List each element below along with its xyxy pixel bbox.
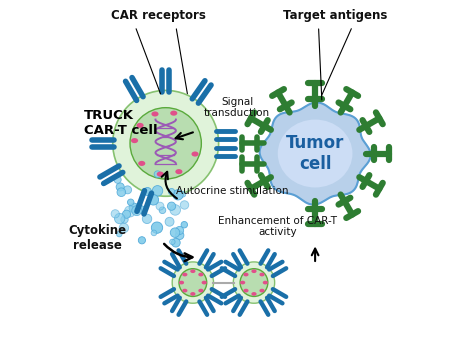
Ellipse shape [198, 289, 203, 293]
Ellipse shape [191, 151, 199, 157]
Circle shape [124, 206, 136, 217]
Circle shape [170, 205, 181, 215]
Ellipse shape [233, 262, 274, 303]
Circle shape [173, 190, 183, 200]
Circle shape [122, 210, 131, 218]
Text: CAR receptors: CAR receptors [111, 10, 206, 23]
Circle shape [152, 186, 163, 196]
Circle shape [142, 214, 152, 224]
Text: Target antigens: Target antigens [283, 10, 388, 23]
Ellipse shape [263, 281, 268, 284]
Circle shape [165, 217, 174, 226]
Ellipse shape [179, 281, 184, 284]
Ellipse shape [278, 120, 353, 188]
Ellipse shape [179, 269, 207, 296]
Ellipse shape [138, 161, 146, 166]
Circle shape [159, 207, 166, 213]
Ellipse shape [240, 269, 268, 296]
Text: TRUCK
CAR-T cell: TRUCK CAR-T cell [84, 109, 158, 137]
Circle shape [170, 228, 180, 237]
Circle shape [175, 231, 184, 240]
Circle shape [138, 237, 146, 244]
Circle shape [151, 230, 157, 236]
Text: Cytokine
release: Cytokine release [69, 224, 127, 252]
Circle shape [116, 183, 124, 191]
Circle shape [132, 206, 142, 216]
Ellipse shape [190, 292, 195, 296]
Circle shape [144, 188, 152, 195]
Text: Enhancement of CAR-T
activity: Enhancement of CAR-T activity [218, 216, 337, 237]
Circle shape [168, 189, 175, 195]
Ellipse shape [198, 273, 203, 277]
Circle shape [124, 186, 132, 194]
Circle shape [117, 231, 122, 237]
Circle shape [170, 239, 175, 244]
Polygon shape [260, 102, 371, 205]
Ellipse shape [131, 138, 138, 143]
Ellipse shape [190, 269, 195, 273]
Ellipse shape [240, 281, 245, 284]
Circle shape [128, 199, 134, 206]
Circle shape [172, 238, 180, 247]
Circle shape [148, 195, 159, 205]
Ellipse shape [137, 123, 144, 128]
Circle shape [167, 202, 176, 210]
Ellipse shape [259, 273, 264, 277]
Circle shape [156, 202, 164, 210]
Text: Tumor
cell: Tumor cell [286, 134, 344, 173]
Circle shape [129, 203, 139, 213]
Circle shape [121, 216, 128, 223]
Circle shape [114, 176, 121, 183]
Text: Signal
transduction: Signal transduction [204, 97, 270, 118]
Circle shape [119, 223, 128, 233]
Circle shape [137, 206, 145, 213]
Ellipse shape [182, 289, 187, 293]
Ellipse shape [151, 112, 159, 117]
Ellipse shape [251, 292, 256, 296]
Ellipse shape [157, 172, 164, 177]
Ellipse shape [259, 289, 264, 293]
Circle shape [115, 213, 125, 224]
Circle shape [117, 188, 126, 196]
Circle shape [154, 171, 161, 178]
Circle shape [175, 226, 183, 235]
Circle shape [111, 210, 119, 218]
Ellipse shape [243, 289, 248, 293]
Ellipse shape [175, 169, 182, 174]
Circle shape [180, 201, 189, 209]
Ellipse shape [172, 262, 213, 303]
Text: Autocrine stimulation: Autocrine stimulation [176, 186, 288, 196]
Ellipse shape [243, 273, 248, 277]
Circle shape [151, 222, 163, 233]
Circle shape [181, 222, 188, 228]
Ellipse shape [113, 90, 219, 196]
Ellipse shape [201, 281, 207, 284]
Circle shape [180, 191, 186, 197]
Ellipse shape [170, 110, 177, 116]
Ellipse shape [182, 273, 187, 277]
Ellipse shape [130, 108, 201, 179]
Ellipse shape [251, 269, 256, 273]
